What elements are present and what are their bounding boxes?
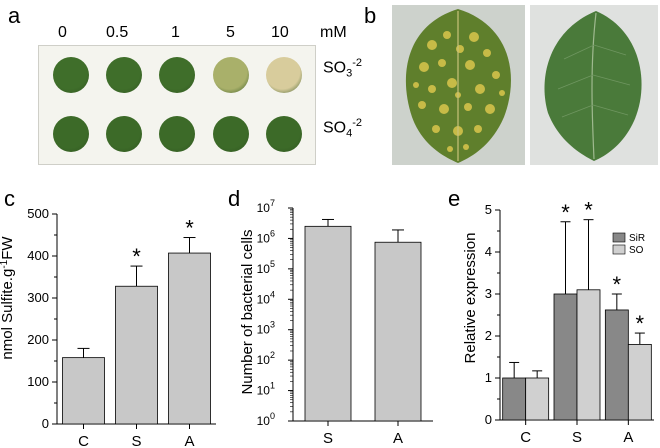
chart-d-bar: [374, 241, 422, 422]
chart-e-legend-swatch: [612, 244, 626, 255]
chart-c-y-tick-label: 300: [27, 290, 49, 305]
disc-so4-4: [266, 116, 302, 152]
chart-c-plot-area: 0 100 200 300 400 500 C S * A *: [27, 206, 216, 448]
chart-e-bar-sir: [502, 377, 527, 421]
chart-e-bar-sir: [553, 293, 578, 421]
healthy-leaf-drawing: [530, 5, 658, 165]
chart-d-y-tick-label: 104: [257, 289, 275, 306]
chart-d-y-tick-label: 102: [257, 350, 275, 367]
chart-c: 0 100 200 300 400 500 C S * A * nmol Sulfite.g-1FW: [0, 206, 216, 448]
conc-label-0: 0: [58, 24, 67, 41]
disc-so3-0: [53, 57, 89, 93]
chart-d: 100 101 102 103 104 105 106 107 S A Number of bac…: [239, 198, 433, 447]
chart-e-y-tick-label: 5: [485, 202, 492, 217]
chart-e-y-axis-label: Relative expression: [462, 233, 479, 364]
chart-d-y-tick-label: 100: [257, 411, 275, 428]
chart-c-y-tick-label: 500: [27, 206, 49, 221]
chart-e-legend-swatch: [612, 232, 626, 243]
panel-letter-d: d: [228, 186, 241, 211]
chart-e-x-tick-label: S: [572, 429, 582, 446]
chart-e-y-tick-label: 1: [485, 370, 492, 385]
row-label-so4: SO4-2: [323, 118, 362, 140]
chart-d-y-tick-label: 107: [257, 198, 275, 215]
chart-c-x-tick-label: A: [184, 433, 194, 448]
disc-so4-1: [106, 116, 142, 152]
disc-so3-3: [213, 57, 249, 93]
infected-leaf-photo: [392, 5, 525, 165]
chart-c-y-tick-label: 400: [27, 248, 49, 263]
culture-plate: [38, 45, 316, 165]
chart-e-bar-sir: [604, 309, 629, 421]
chart-d-plot-area: 100 101 102 103 104 105 106 107 S A: [257, 198, 433, 447]
chart-c-y-tick-label: 0: [42, 416, 49, 431]
chart-c-x-tick-label: S: [131, 433, 141, 448]
chart-c-y-axis-label: nmol Sulfite.g-1FW: [0, 236, 16, 360]
conc-label-4: 10: [271, 24, 289, 41]
chart-c-y-tick-label: 200: [27, 332, 49, 347]
chart-e-bar-so: [576, 289, 601, 421]
chart-e-significance-marker: *: [584, 198, 593, 223]
infected-leaf-drawing: [392, 5, 525, 165]
row-label-so3-sup: -2: [352, 57, 363, 69]
chart-c-significance-marker: *: [132, 244, 141, 269]
chart-e-y-tick-label: 4: [485, 244, 492, 259]
panel-letter-b: b: [364, 3, 377, 28]
row-label-so4-sup: -2: [352, 117, 363, 129]
row-label-so3-base: SO: [323, 59, 347, 77]
chart-e-legend-label: SiR: [629, 233, 645, 244]
disc-so3-1: [106, 57, 142, 93]
chart-e-x-tick-label: C: [520, 429, 531, 446]
chart-e-significance-marker: *: [561, 200, 570, 225]
chart-e-legend-label: SO: [629, 245, 644, 256]
chart-d-y-tick-label: 105: [257, 259, 275, 276]
panel-letter-a: a: [8, 3, 21, 28]
chart-e-significance-marker: *: [636, 311, 645, 336]
chart-d-bar: [304, 225, 352, 422]
chart-c-significance-marker: *: [185, 216, 194, 241]
chart-e-bar-so: [525, 377, 550, 421]
chart-d-y-tick-label: 101: [257, 381, 275, 398]
disc-so4-2: [159, 116, 195, 152]
panel-letter-e: e: [448, 186, 461, 211]
disc-so3-2: [159, 57, 195, 93]
chart-c-bar: [62, 357, 105, 425]
disc-so4-0: [53, 116, 89, 152]
row-label-so4-base: SO: [323, 119, 347, 137]
conc-unit-label: mM: [320, 24, 347, 41]
chart-e-x-tick-label: A: [623, 429, 633, 446]
conc-label-3: 5: [226, 24, 235, 41]
chart-e-y-tick-label: 3: [485, 286, 492, 301]
chart-d-y-tick-label: 103: [257, 320, 275, 337]
chart-c-x-tick-label: C: [78, 433, 89, 448]
panel-letter-c: c: [4, 186, 15, 211]
row-label-so4-sub: 4: [346, 127, 353, 140]
chart-c-bar: [168, 252, 211, 425]
conc-label-1: 0.5: [106, 24, 129, 41]
chart-d-x-tick-label: A: [393, 430, 403, 447]
conc-label-2: 1: [171, 24, 180, 41]
row-label-so3-sub: 3: [346, 67, 353, 80]
chart-d-y-tick-label: 106: [257, 228, 275, 245]
chart-c-y-tick-label: 100: [27, 374, 49, 389]
chart-e-significance-marker: *: [613, 272, 622, 297]
healthy-leaf-photo: [530, 5, 658, 165]
disc-so4-3: [213, 116, 249, 152]
chart-c-bar: [115, 285, 158, 425]
disc-so3-4: [266, 57, 302, 93]
chart-d-y-axis-label: Number of bacterial cells: [239, 229, 256, 394]
chart-e-y-tick-label: 2: [485, 328, 492, 343]
row-label-so3: SO3-2: [323, 58, 362, 80]
chart-e-y-tick-label: 0: [485, 412, 492, 427]
chart-d-x-tick-label: S: [323, 430, 333, 447]
chart-e-bar-so: [627, 343, 652, 421]
